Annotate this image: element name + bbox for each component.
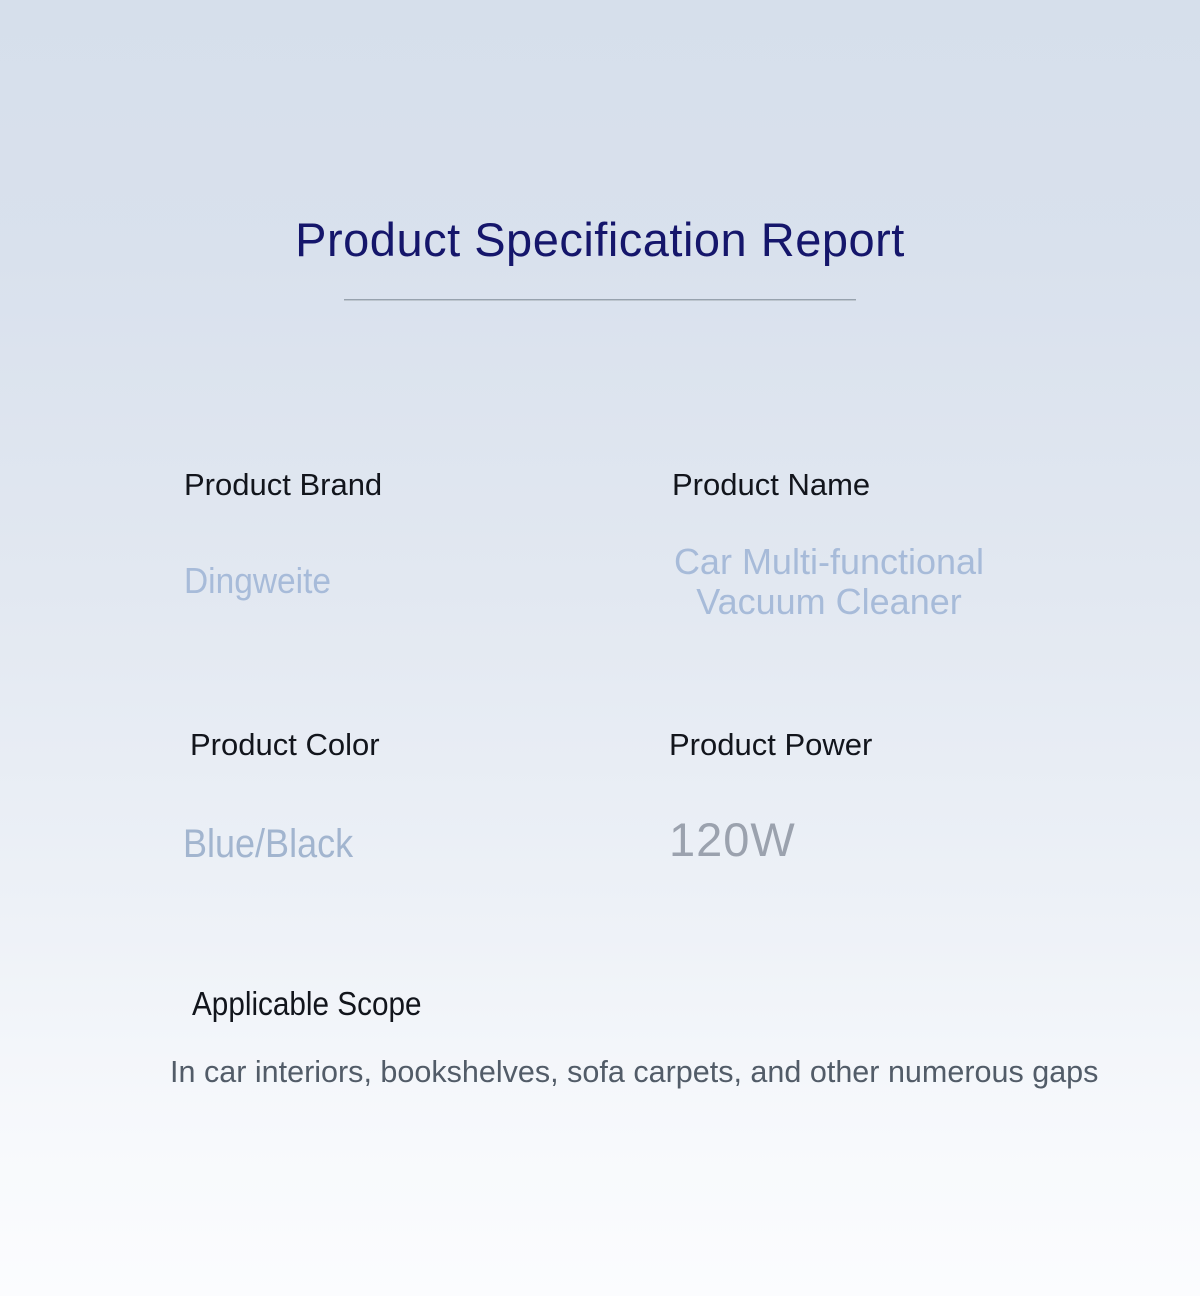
page-title: Product Specification Report (295, 213, 905, 267)
applicable-scope-description: In car interiors, bookshelves, sofa carp… (170, 1054, 1099, 1089)
product-brand-label: Product Brand (184, 467, 383, 502)
applicable-scope-label: Applicable Scope (192, 985, 422, 1022)
product-name-label: Product Name (672, 467, 871, 502)
title-divider (344, 299, 856, 301)
product-name-value-line2: Vacuum Cleaner (696, 581, 962, 622)
product-brand-value: Dingweite (184, 560, 332, 601)
product-color-label: Product Color (190, 727, 380, 762)
product-color-value: Blue/Black (183, 822, 354, 866)
product-name-value: Car Multi-functional Vacuum Cleaner (664, 542, 994, 622)
product-power-value: 120W (669, 813, 796, 866)
product-name-value-line1: Car Multi-functional (673, 541, 985, 582)
product-power-label: Product Power (669, 727, 873, 762)
